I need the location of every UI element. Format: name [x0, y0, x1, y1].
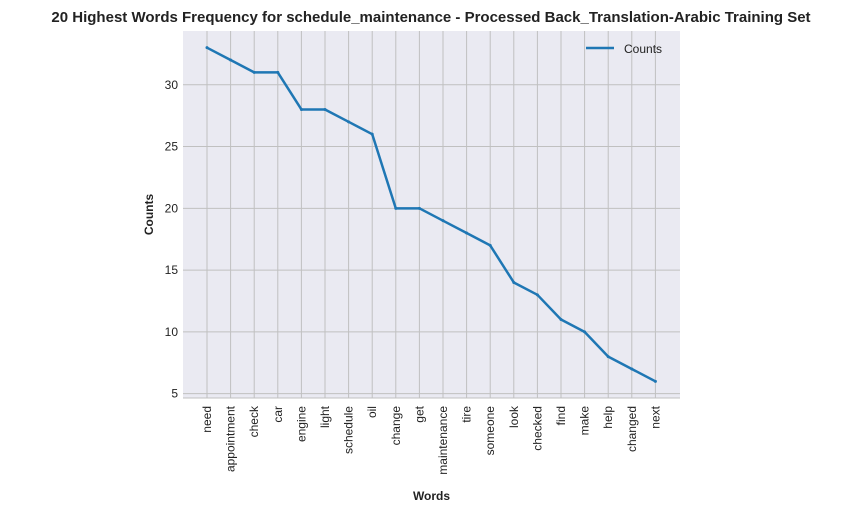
x-tick-label: check — [247, 405, 261, 437]
x-tick-label: someone — [483, 406, 497, 456]
y-tick-label: 15 — [165, 263, 179, 277]
x-tick-label: help — [601, 406, 615, 429]
x-tick-label: checked — [530, 406, 544, 451]
data-point — [583, 330, 587, 334]
data-point — [205, 46, 209, 50]
data-point — [535, 293, 539, 297]
x-axis-ticks: need appointment check car engine light schedu… — [200, 405, 662, 475]
x-tick-label: change — [389, 406, 403, 446]
y-tick-label: 25 — [165, 140, 179, 154]
x-tick-label: engine — [294, 406, 308, 442]
x-tick-label: make — [578, 406, 592, 436]
data-point — [252, 70, 256, 74]
y-axis-label: Counts — [142, 194, 156, 236]
x-tick-label: schedule — [342, 406, 356, 454]
x-tick-label: maintenance — [436, 406, 450, 475]
data-point — [323, 107, 327, 111]
data-point — [347, 120, 351, 124]
data-point — [299, 107, 303, 111]
data-point — [441, 219, 445, 223]
series-line-counts — [205, 46, 657, 383]
legend-label-counts: Counts — [624, 42, 662, 56]
gridlines — [183, 31, 680, 398]
y-tick-label: 5 — [171, 387, 178, 401]
data-point — [276, 70, 280, 74]
y-tick-label: 30 — [165, 78, 179, 92]
x-tick-label: car — [271, 406, 285, 423]
x-tick-label: find — [554, 406, 568, 425]
x-tick-label: next — [648, 405, 662, 428]
data-point — [394, 206, 398, 210]
data-point — [488, 243, 492, 247]
data-point — [229, 58, 233, 62]
legend: Counts — [586, 42, 662, 56]
data-point — [417, 206, 421, 210]
data-point — [370, 132, 374, 136]
x-tick-label: changed — [625, 406, 639, 452]
x-tick-label: light — [318, 405, 332, 428]
chart-title: 20 Highest Words Frequency for schedule_… — [51, 9, 810, 26]
data-point — [512, 280, 516, 284]
x-tick-label: appointment — [224, 405, 238, 472]
x-tick-label: look — [507, 405, 521, 428]
x-tick-label: get — [412, 405, 426, 422]
data-point — [653, 379, 657, 383]
data-point — [465, 231, 469, 235]
data-point — [630, 367, 634, 371]
x-tick-label: need — [200, 406, 214, 433]
x-tick-label: tire — [460, 406, 474, 423]
y-tick-label: 20 — [165, 201, 179, 215]
y-axis-ticks: 5 10 15 20 25 30 — [165, 78, 179, 401]
x-axis-label: Words — [413, 489, 450, 503]
data-point — [606, 355, 610, 359]
x-tick-label: oil — [365, 406, 379, 418]
y-tick-label: 10 — [165, 325, 179, 339]
series-layer — [205, 46, 657, 383]
data-point — [559, 318, 563, 322]
